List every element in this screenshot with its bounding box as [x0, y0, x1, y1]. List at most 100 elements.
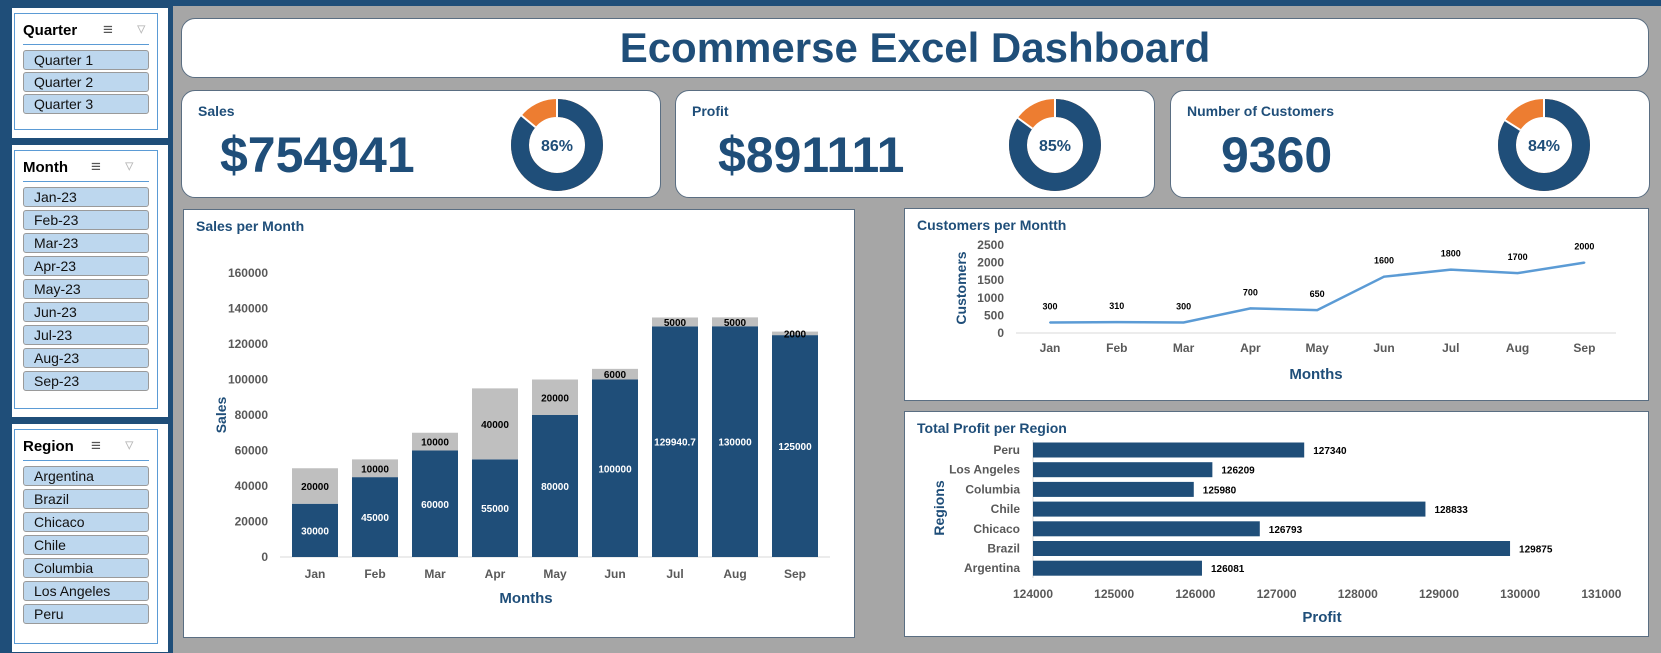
x-tick-label: 124000: [1013, 587, 1053, 601]
slicer-item-chile[interactable]: Chile: [23, 535, 149, 555]
x-tick-label: Feb: [364, 567, 385, 581]
slicer-item-columbia[interactable]: Columbia: [23, 558, 149, 578]
x-tick-label: Jul: [666, 567, 683, 581]
slice-gap: [1016, 116, 1033, 130]
multi-select-icon[interactable]: ≡: [103, 20, 113, 39]
slicer-header: Quarter: [23, 22, 78, 39]
clear-filter-icon[interactable]: ▿: [125, 156, 134, 175]
data-label-top: 10000: [361, 464, 389, 475]
bar-top-may: [532, 379, 578, 415]
data-label-base: 60000: [421, 500, 449, 511]
slicer-frame: Quarter ≡ ▿ Quarter 1 Quarter 2 Quarter 3: [14, 13, 158, 130]
slicer-item-jan-23[interactable]: Jan-23: [23, 187, 149, 207]
y-tick-label: 80000: [235, 408, 269, 422]
slicer-item-quarter-2[interactable]: Quarter 2: [23, 72, 149, 92]
line-point-apr: [1249, 307, 1252, 310]
slicer-item-chicaco[interactable]: Chicaco: [23, 512, 149, 532]
data-label-top: 20000: [541, 393, 569, 404]
y-tick-label: 20000: [235, 515, 269, 529]
month-slicer: Month ≡ ▿ Jan-23 Feb-23 Mar-23 Apr-23 May-23…: [12, 145, 168, 417]
data-label: 300: [1042, 301, 1057, 311]
y-axis-title: Customers: [953, 251, 969, 324]
data-label-top: 6000: [604, 370, 627, 381]
bar-peru: [1033, 442, 1305, 458]
slicer-item-quarter-1[interactable]: Quarter 1: [23, 50, 149, 70]
slicer-item-quarter-3[interactable]: Quarter 3: [23, 94, 149, 114]
slicer-item-brazil[interactable]: Brazil: [23, 489, 149, 509]
y-tick-label: Chile: [991, 502, 1021, 516]
bar-base-may: [532, 415, 578, 557]
slicer-frame: Month ≡ ▿ Jan-23 Feb-23 Mar-23 Apr-23 May-23…: [14, 150, 158, 409]
y-tick-label: 60000: [235, 444, 269, 458]
data-label: 2000: [1574, 242, 1594, 252]
bar-base-jun: [592, 379, 638, 557]
slicer-item-sep-23[interactable]: Sep-23: [23, 371, 149, 391]
x-tick-label: 126000: [1175, 587, 1215, 601]
data-label-base: 80000: [541, 482, 569, 493]
data-label-top: 5000: [664, 318, 687, 329]
y-tick-label: 140000: [228, 302, 268, 316]
bar-base-feb: [352, 477, 398, 557]
y-tick-label: 1000: [977, 291, 1004, 305]
data-label: 125980: [1203, 485, 1237, 496]
data-label: 126081: [1211, 564, 1245, 575]
data-label-base: 55000: [481, 504, 509, 515]
y-tick-label: 0: [261, 550, 268, 564]
donut-percent-label: 86%: [541, 138, 573, 155]
multi-select-icon[interactable]: ≡: [91, 436, 101, 455]
page-title: Ecommerse Excel Dashboard: [619, 24, 1211, 71]
bar-base-aug: [712, 326, 758, 557]
x-tick-label: Apr: [485, 567, 506, 581]
x-tick-label: Mar: [424, 567, 446, 581]
line-point-jun: [1383, 275, 1385, 278]
slicer-frame: Region ≡ ▿ Argentina Brazil Chicaco Chile Co…: [14, 429, 158, 644]
line-point-sep: [1583, 261, 1586, 264]
y-tick-label: 2000: [977, 256, 1004, 270]
slicer-item-argentina[interactable]: Argentina: [23, 466, 149, 486]
slicer-item-los-angeles[interactable]: Los Angeles: [23, 581, 149, 601]
x-tick-label: Aug: [723, 567, 746, 581]
clear-filter-icon[interactable]: ▿: [137, 19, 146, 38]
slicer-item-peru[interactable]: Peru: [23, 604, 149, 624]
x-tick-label: 130000: [1500, 587, 1540, 601]
chart-title: Customers per Montth: [917, 217, 1067, 233]
x-tick-label: 127000: [1257, 587, 1297, 601]
data-label: 650: [1310, 289, 1325, 299]
x-tick-label: Apr: [1240, 341, 1261, 355]
slicer-item-aug-23[interactable]: Aug-23: [23, 348, 149, 368]
data-label-top: 10000: [421, 438, 449, 449]
x-tick-label: May: [543, 567, 567, 581]
clear-filter-icon[interactable]: ▿: [125, 435, 134, 454]
bar-base-mar: [412, 450, 458, 557]
bar-base-sep: [772, 335, 818, 557]
y-tick-label: 2500: [977, 238, 1004, 252]
kpi-card-profit: Profit $891111 85%: [675, 90, 1155, 198]
data-label-base: 130000: [718, 438, 752, 449]
data-label-base: 30000: [301, 526, 329, 537]
divider: [23, 460, 149, 461]
kpi-value: $891111: [718, 127, 905, 183]
y-tick-label: Peru: [993, 443, 1020, 457]
data-label: 1600: [1374, 256, 1394, 266]
donut-percent-label: 85%: [1039, 138, 1071, 155]
slicer-item-jul-23[interactable]: Jul-23: [23, 325, 149, 345]
slicer-item-may-23[interactable]: May-23: [23, 279, 149, 299]
slicer-item-feb-23[interactable]: Feb-23: [23, 210, 149, 230]
slicer-item-apr-23[interactable]: Apr-23: [23, 256, 149, 276]
y-tick-label: Los Angeles: [949, 463, 1020, 477]
data-label: 127340: [1313, 446, 1347, 457]
kpi-label: Number of Customers: [1187, 103, 1335, 119]
bar-top-feb: [352, 459, 398, 478]
y-tick-label: 120000: [228, 337, 268, 351]
donut-percent-label: 84%: [1528, 138, 1560, 155]
bar-columbia: [1033, 481, 1194, 497]
kpi-card-number-of-customers: Number of Customers 9360 84%: [1170, 90, 1650, 198]
data-label-top: 40000: [481, 420, 509, 431]
slicer-item-jun-23[interactable]: Jun-23: [23, 302, 149, 322]
x-tick-label: 129000: [1419, 587, 1459, 601]
y-tick-label: 100000: [228, 373, 268, 387]
data-label: 128833: [1434, 505, 1468, 516]
multi-select-icon[interactable]: ≡: [91, 157, 101, 176]
data-label-base: 125000: [778, 442, 812, 453]
slicer-item-mar-23[interactable]: Mar-23: [23, 233, 149, 253]
